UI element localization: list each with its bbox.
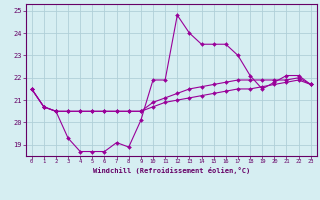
X-axis label: Windchill (Refroidissement éolien,°C): Windchill (Refroidissement éolien,°C): [92, 167, 250, 174]
